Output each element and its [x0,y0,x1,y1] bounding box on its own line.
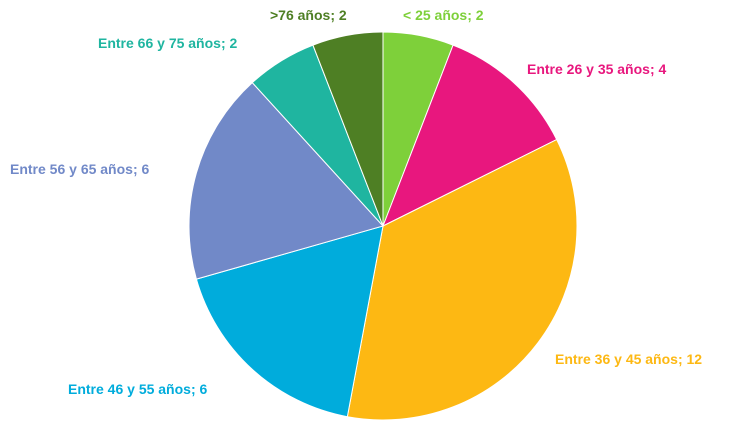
slice-category: Entre 66 y 75 años [98,35,221,51]
slice-category: Entre 56 y 65 años [10,161,133,177]
slice-value: 2 [339,7,347,23]
pie-slice [312,31,384,227]
slice-label: Entre 36 y 45 años; 12 [555,351,702,367]
pie-slice [195,225,384,418]
pie-slice [346,138,578,421]
slice-value: 4 [659,61,667,77]
label-separator: ; [133,161,142,177]
label-separator: ; [650,61,659,77]
slice-value: 6 [142,161,150,177]
slice-label: Entre 56 y 65 años; 6 [10,161,150,177]
slice-value: 6 [200,381,208,397]
slice-value: 2 [230,35,238,51]
slice-label: Entre 46 y 55 años; 6 [68,381,208,397]
slice-label: < 25 años; 2 [403,7,484,23]
slice-category: Entre 46 y 55 años [68,381,191,397]
pie-slice [382,44,558,228]
label-separator: ; [330,7,339,23]
label-separator: ; [221,35,230,51]
slice-value: 2 [476,7,484,23]
slice-value: 12 [687,351,703,367]
slice-category: >76 años [270,7,331,23]
slice-category: Entre 26 y 35 años [527,61,650,77]
label-separator: ; [678,351,687,367]
slice-category: < 25 años [403,7,467,23]
slice-category: Entre 36 y 45 años [555,351,678,367]
slice-label: >76 años; 2 [270,7,347,23]
label-separator: ; [191,381,200,397]
label-separator: ; [467,7,476,23]
slice-label: Entre 66 y 75 años; 2 [98,35,238,51]
pie-slice [188,81,384,280]
slice-label: Entre 26 y 35 años; 4 [527,61,667,77]
